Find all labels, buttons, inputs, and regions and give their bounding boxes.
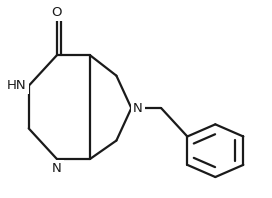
Text: N: N: [133, 102, 143, 115]
Text: O: O: [51, 6, 62, 19]
Text: HN: HN: [7, 79, 27, 92]
Text: N: N: [52, 162, 61, 175]
